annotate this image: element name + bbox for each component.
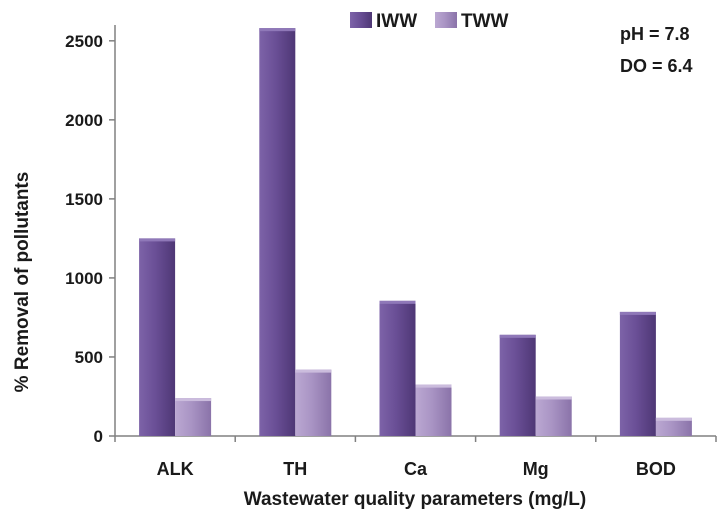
bar-iww-alk xyxy=(139,238,176,436)
bar-iww-th xyxy=(259,28,296,437)
y-tick-label: 2500 xyxy=(65,32,103,51)
legend-swatch-iww xyxy=(350,12,372,28)
x-tick-label: Mg xyxy=(523,459,549,479)
legend-swatch-tww xyxy=(435,12,457,28)
y-tick-label: 0 xyxy=(94,427,103,446)
bar-top-tww-mg xyxy=(535,396,572,400)
x-tick-label: Ca xyxy=(404,459,428,479)
bar-iww-mg xyxy=(499,334,536,436)
bar-top-iww-bod xyxy=(619,311,656,315)
x-axis-title: Wastewater quality parameters (mg/L) xyxy=(244,489,586,510)
bar-top-tww-alk xyxy=(175,398,212,402)
bar-tww-bod xyxy=(655,417,692,436)
bar-top-tww-ca xyxy=(415,384,452,388)
x-ticks xyxy=(114,436,717,442)
y-tick-label: 500 xyxy=(75,348,103,367)
bar-tww-mg xyxy=(535,396,572,436)
annotation-do: DO = 6.4 xyxy=(620,56,693,76)
bar-top-iww-th xyxy=(259,28,296,32)
legend: IWW TWW xyxy=(350,11,509,32)
bar-top-iww-alk xyxy=(139,238,176,242)
legend-label-tww: TWW xyxy=(461,11,509,32)
y-tick-label: 1500 xyxy=(65,190,103,209)
bar-tww-alk xyxy=(175,398,212,436)
bar-tww-th xyxy=(295,369,332,436)
bar-iww-bod xyxy=(619,311,656,436)
x-tick-label: TH xyxy=(283,459,307,479)
y-ticks: 0 500 1000 1500 2000 2500 xyxy=(65,32,115,446)
annotation-ph: pH = 7.8 xyxy=(620,24,690,44)
x-tick-label: ALK xyxy=(157,459,194,479)
legend-label-iww: IWW xyxy=(376,11,417,32)
bar-top-iww-mg xyxy=(499,334,536,338)
y-axis-title: % Removal of pollutants xyxy=(12,172,33,393)
bar-top-iww-ca xyxy=(379,300,416,304)
category-labels: ALK TH Ca Mg BOD xyxy=(157,459,676,479)
y-tick-label: 1000 xyxy=(65,269,103,288)
x-tick-label: BOD xyxy=(636,459,676,479)
bar-top-tww-th xyxy=(295,369,332,373)
bar-tww-ca xyxy=(415,384,452,436)
y-tick-label: 2000 xyxy=(65,111,103,130)
bars xyxy=(139,28,692,437)
bar-top-tww-bod xyxy=(655,417,692,421)
bar-iww-ca xyxy=(379,300,416,436)
